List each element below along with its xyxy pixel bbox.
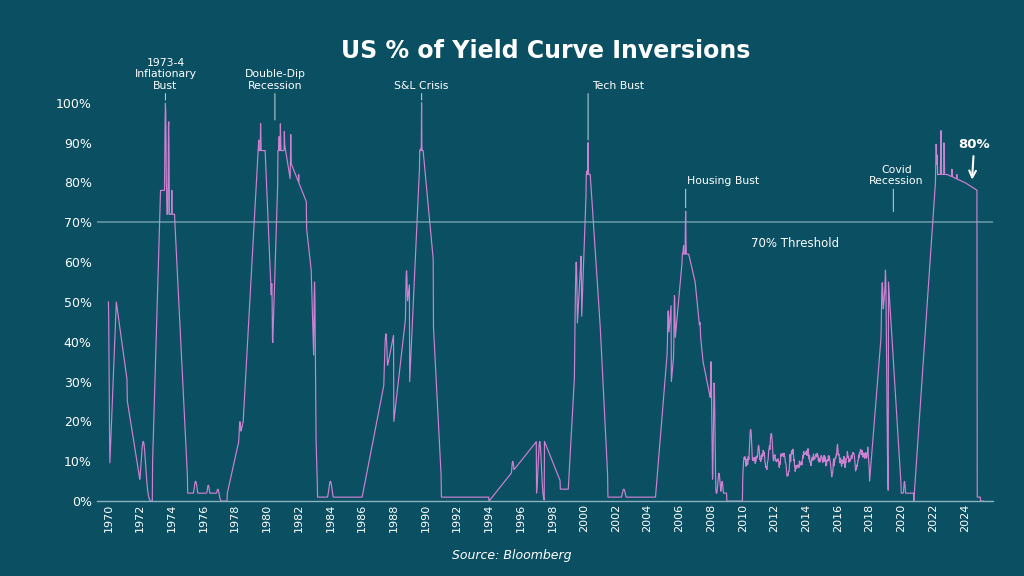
Text: Covid
Recession: Covid Recession	[869, 165, 924, 187]
Title: US % of Yield Curve Inversions: US % of Yield Curve Inversions	[341, 39, 750, 63]
Text: Double-Dip
Recession: Double-Dip Recession	[245, 69, 305, 91]
Text: S&L Crisis: S&L Crisis	[394, 81, 449, 91]
Text: 80%: 80%	[958, 138, 990, 177]
Text: 1973-4
Inflationary
Bust: 1973-4 Inflationary Bust	[134, 58, 197, 91]
Text: 70% Threshold: 70% Threshold	[751, 237, 839, 250]
Text: Source: Bloomberg: Source: Bloomberg	[453, 548, 571, 562]
Text: Tech Bust: Tech Bust	[592, 81, 644, 91]
Text: Housing Bust: Housing Bust	[687, 176, 760, 187]
